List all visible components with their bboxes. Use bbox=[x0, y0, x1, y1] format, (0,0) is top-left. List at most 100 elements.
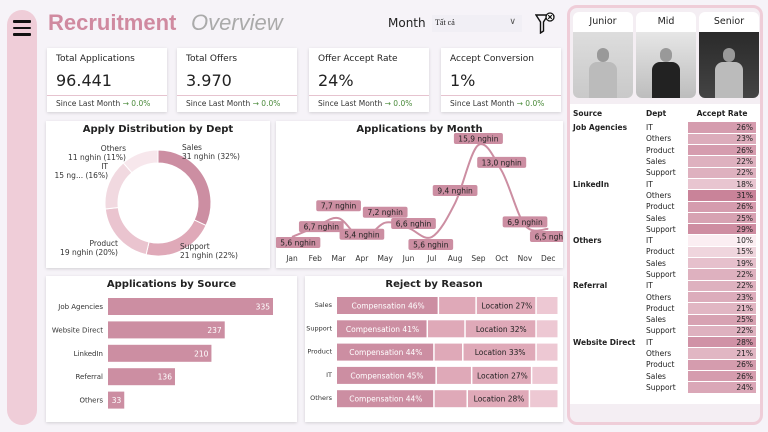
data-label-bg bbox=[362, 206, 408, 218]
month-card: Applications by Month Jan 5,6 nghin Feb 6,7… bbox=[276, 121, 563, 268]
accept-rate-cell: 26% bbox=[688, 144, 756, 157]
dept-cell: Support bbox=[646, 224, 676, 234]
stacked-segment bbox=[476, 297, 536, 314]
source-cell bbox=[570, 291, 643, 302]
accept-rate-cell: 21% bbox=[688, 302, 756, 315]
x-tick-label: Oct bbox=[495, 254, 508, 263]
data-label: 6,7 nghin bbox=[304, 223, 340, 232]
data-label-bg bbox=[477, 156, 527, 168]
kpi-label: Accept Conversion bbox=[450, 54, 534, 64]
category-label: Website Direct bbox=[52, 326, 103, 334]
clear-filter-icon[interactable] bbox=[535, 12, 555, 34]
source-cell bbox=[570, 348, 643, 359]
x-tick-label: Feb bbox=[309, 254, 323, 263]
kpi-delta: → 0.0% bbox=[252, 99, 281, 108]
category-label: Others bbox=[79, 397, 103, 405]
dept-cell: Support bbox=[646, 168, 676, 178]
slice-label: Sales 31 nghin (32%) bbox=[182, 143, 240, 161]
level-card-junior[interactable]: Junior bbox=[573, 12, 633, 98]
dept-cell: Others bbox=[646, 190, 672, 200]
dept-cell: IT bbox=[646, 281, 653, 291]
source-cell bbox=[570, 167, 643, 178]
page-title: Recruitment bbox=[48, 10, 177, 35]
slice-value: 11 nghin (11%) bbox=[68, 153, 126, 162]
source-cell: Others bbox=[573, 236, 602, 246]
stacked-segment bbox=[465, 320, 536, 338]
stacked-segment bbox=[463, 343, 536, 361]
month-dropdown[interactable]: Tất cả ∨ bbox=[432, 15, 522, 32]
table-row: Support 24% bbox=[570, 381, 756, 394]
level-card-senior[interactable]: Senior bbox=[699, 12, 759, 98]
x-tick-label: Jul bbox=[426, 254, 436, 263]
month-dropdown-value: Tất cả bbox=[435, 18, 455, 27]
data-label-bg bbox=[529, 230, 563, 242]
donut-slice-sales bbox=[157, 149, 212, 227]
accept-rate-cell: 21% bbox=[688, 347, 756, 360]
segment-label: Compensation 41% bbox=[346, 325, 419, 334]
source-cell bbox=[570, 314, 643, 325]
hamburger-icon[interactable] bbox=[13, 20, 31, 36]
slice-name: IT bbox=[101, 162, 108, 171]
table-row: Product 26% bbox=[570, 144, 756, 157]
level-photo bbox=[636, 32, 696, 98]
table-row: Website Direct IT 28% bbox=[570, 336, 756, 349]
data-label-bg bbox=[391, 218, 436, 230]
table-row: Sales 22% bbox=[570, 155, 756, 168]
column-header[interactable]: Dept bbox=[646, 108, 667, 118]
kpi-label: Total Offers bbox=[186, 54, 238, 64]
table-row: Others IT 10% bbox=[570, 234, 756, 247]
data-label-bg bbox=[298, 221, 344, 233]
stacked-segment bbox=[436, 366, 471, 384]
x-tick-label: Mar bbox=[332, 254, 347, 263]
accept-rate-cell: 25% bbox=[688, 212, 756, 225]
accept-rate-cell: 22% bbox=[688, 280, 756, 292]
stacked-segment bbox=[434, 343, 463, 361]
dept-cell: Others bbox=[646, 134, 672, 144]
level-card-mid[interactable]: Mid bbox=[636, 12, 696, 98]
kpi-delta: → 0.0% bbox=[384, 99, 413, 108]
segment-label: Location 33% bbox=[475, 348, 526, 357]
x-tick-label: Dec bbox=[541, 254, 556, 263]
bar bbox=[108, 391, 125, 409]
kpi-card: Total Applications 96.441 Since Last Month… bbox=[47, 48, 167, 112]
category-label: Sales bbox=[315, 301, 333, 309]
data-label: 6,9 nghin bbox=[507, 218, 543, 227]
source-cell: Referral bbox=[573, 281, 608, 291]
dept-distribution-card: Apply Distribution by Dept Sales 31 nghin… bbox=[46, 121, 270, 268]
segment-label: Compensation 44% bbox=[349, 348, 422, 357]
bar bbox=[108, 344, 212, 362]
source-cell bbox=[570, 133, 643, 144]
data-label: 6,6 nghin bbox=[396, 220, 432, 229]
table-row: Others 31% bbox=[570, 189, 756, 202]
category-label: IT bbox=[326, 371, 332, 379]
data-label: 5,6 nghin bbox=[280, 238, 316, 247]
bar-value-label: 210 bbox=[194, 349, 209, 358]
bar-value-label: 33 bbox=[112, 396, 122, 405]
source-cell bbox=[570, 371, 643, 382]
accept-rate-cell: 24% bbox=[688, 381, 756, 394]
dept-cell: IT bbox=[646, 337, 653, 347]
chart-title: Reject by Reason bbox=[385, 279, 483, 290]
column-header[interactable]: Accept Rate bbox=[696, 108, 748, 118]
table-row: Product 15% bbox=[570, 246, 756, 259]
dept-cell: Others bbox=[646, 292, 672, 302]
data-label: 5,6 nghin bbox=[413, 240, 449, 249]
data-label-bg bbox=[316, 200, 361, 212]
data-label-bg bbox=[502, 216, 548, 228]
chevron-down-icon: ∨ bbox=[509, 16, 516, 26]
dept-cell: Support bbox=[646, 270, 676, 279]
data-label: 5,4 nghin bbox=[344, 230, 380, 239]
dept-cell: Sales bbox=[646, 315, 666, 325]
bar bbox=[108, 368, 175, 386]
kpi-card: Accept Conversion 1% Since Last Month → 0.… bbox=[441, 48, 561, 112]
segment-label: Compensation 44% bbox=[349, 395, 422, 404]
data-label-bg bbox=[453, 133, 503, 144]
dept-cell: Sales bbox=[646, 157, 666, 167]
stacked-segment bbox=[536, 320, 558, 338]
table-row: Product 26% bbox=[570, 201, 756, 213]
kpi-delta: → 0.0% bbox=[516, 99, 545, 108]
data-label-bg bbox=[432, 185, 478, 197]
dept-cell: Support bbox=[646, 382, 676, 392]
accept-rate-table: Source Dept Accept Rate Job Agencies IT 26% Ot… bbox=[570, 104, 756, 394]
column-header[interactable]: Source bbox=[573, 108, 603, 118]
